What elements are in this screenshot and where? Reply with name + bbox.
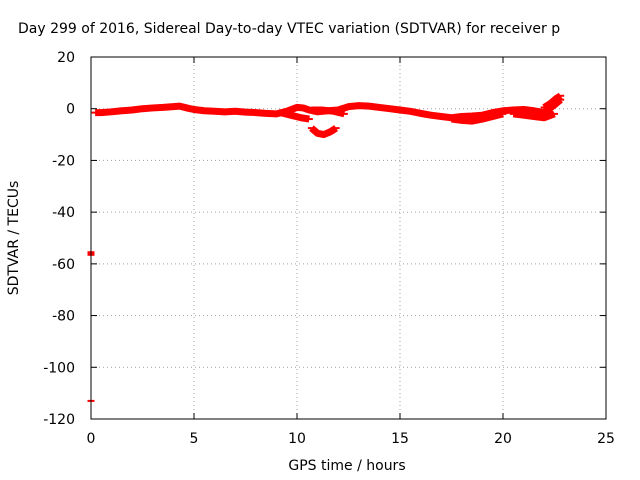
x-tick-label: 15 — [391, 431, 409, 447]
x-tick-label: 0 — [87, 431, 96, 447]
y-tick-label: -20 — [52, 153, 75, 169]
data-series-band — [309, 125, 339, 139]
plot-frame — [90, 56, 607, 420]
chart-title: Day 299 of 2016, Sidereal Day-to-day VTE… — [18, 21, 560, 37]
x-tick-label: 5 — [190, 431, 199, 447]
y-tick-label: -120 — [43, 412, 75, 428]
y-tick-label: 0 — [66, 102, 75, 118]
x-tick-label: 10 — [288, 431, 306, 447]
y-tick-label: -60 — [52, 257, 75, 273]
data-series-band — [311, 106, 346, 118]
y-tick-label: -40 — [52, 205, 75, 221]
y-axis-title: SDTVAR / TECUs — [6, 181, 22, 296]
data-series-band — [279, 109, 310, 123]
data-series-band — [542, 92, 563, 111]
x-tick-label: 20 — [494, 431, 512, 447]
data-series-band — [512, 110, 556, 122]
y-tick-label: -80 — [52, 309, 75, 325]
y-tick-label: -100 — [43, 360, 75, 376]
x-axis-title: GPS time / hours — [288, 458, 405, 474]
y-tick-label: 20 — [57, 50, 75, 66]
data-points — [87, 92, 565, 402]
x-tick-label: 25 — [597, 431, 615, 447]
axis-ticks: 0 5 10 15 20 25 20 0 -20 -40 -60 -80 -100 -120 — [43, 50, 615, 447]
data-series-band — [451, 110, 504, 125]
